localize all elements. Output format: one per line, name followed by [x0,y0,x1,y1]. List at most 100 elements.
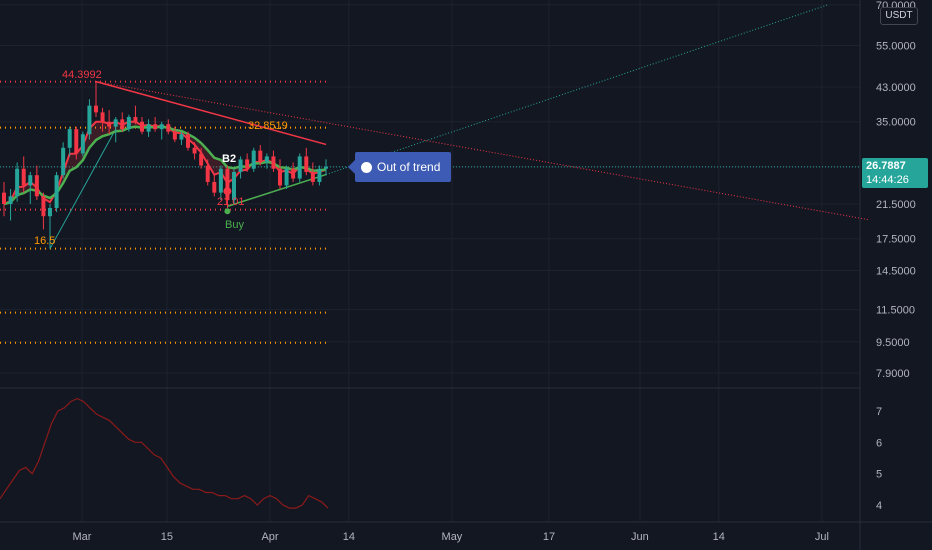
candle [80,131,85,157]
candle [238,156,243,179]
candle-body [278,168,282,186]
candle-body [297,156,302,179]
ema-slow-line [3,125,327,206]
candle-body [100,112,105,122]
candle [225,165,230,208]
time-tick-label: Jun [631,531,649,543]
candle-body [61,147,66,176]
candle [179,131,184,145]
candle-body [2,192,6,204]
time-axis[interactable]: Mar 15 Apr 14 May 17 Jun 14 Jul [73,531,829,543]
candle [54,171,59,213]
candle [100,107,105,132]
candle [159,121,164,140]
candle [186,131,190,151]
candle-body [67,129,72,148]
candle [34,165,39,201]
time-tick-label: 14 [713,531,725,543]
support-extension [325,4,829,176]
candle-body [87,105,92,135]
price-tick-label: 9.5000 [876,337,910,349]
indicator-pane [0,397,329,509]
candle-body [153,124,158,130]
ema-fill [4,121,326,204]
candle [212,175,217,197]
high-label: 44.3992 [62,69,102,81]
candle-body [48,207,52,217]
last-price-tag: 26.7887 14:44:26 [862,158,928,188]
price-tick-label: 70.0000 [876,0,916,12]
candle-body [166,124,171,132]
price-axis[interactable]: 70.0000 55.0000 43.0000 35.0000 21.5000 17.50… [876,0,916,512]
candle [153,116,158,132]
callout-text: Out of trend [377,160,441,174]
candle [61,142,66,179]
price-tick-label: 35.0000 [876,117,916,129]
buy-label: Buy [225,219,244,231]
candle-body [8,196,13,204]
candlesticks[interactable] [2,81,328,249]
low-label: 21.01 [217,196,245,208]
countdown: 14:44:26 [866,174,909,186]
time-tick-label: May [442,531,463,543]
candle [166,119,171,135]
candle [107,110,112,135]
candle-body [245,159,250,169]
candle-body [179,134,184,140]
candle-body [54,175,59,208]
b2-label: B2 [222,153,236,165]
candle [258,144,263,166]
price-tick-label: 17.5000 [876,234,916,246]
candle [264,153,269,169]
time-tick-label: Jul [815,531,829,543]
candle [218,165,223,201]
ema-bands [3,120,327,206]
candle [113,116,118,143]
candle [126,114,131,132]
candle [48,204,52,249]
candle-body [126,116,131,130]
candle [146,119,151,137]
candle-body [74,129,79,154]
candle-body [271,156,276,169]
trend-lines [49,4,869,249]
time-tick-label: 15 [161,531,173,543]
price-tick-label: 43.0000 [876,82,916,94]
candle [15,162,20,202]
candle [94,81,98,117]
currency-button[interactable]: USDT [880,7,918,25]
candle [67,126,72,157]
candle-body [140,121,144,132]
candle-body [251,150,256,169]
candle-body [21,168,26,186]
rise-line [49,128,117,249]
indicator-tick-label: 4 [876,500,882,512]
candle [21,156,26,193]
indicator-line [0,397,329,509]
indicator-tick-label: 6 [876,437,882,449]
time-tick-label: Mar [73,531,92,543]
price-tick-label: 7.9000 [876,368,910,380]
buy-marker [224,208,231,215]
candle-body [80,134,85,154]
time-tick-label: 14 [343,531,355,543]
candle [297,153,302,182]
candle [28,171,33,204]
candle [232,168,236,204]
candle-body [205,165,210,182]
candle [245,153,250,172]
candle [278,159,282,189]
price-tick-label: 11.5000 [876,305,915,317]
candle [317,165,322,186]
candle-body [113,119,118,127]
candle [87,99,92,140]
price-tick-label: 55.0000 [876,40,916,52]
candle-body [310,171,315,182]
candle [271,150,276,172]
out-of-trend-callout[interactable]: Out of trend [348,152,451,182]
candle-body [264,156,269,163]
candle-body [107,121,112,127]
candle-body [225,168,230,201]
